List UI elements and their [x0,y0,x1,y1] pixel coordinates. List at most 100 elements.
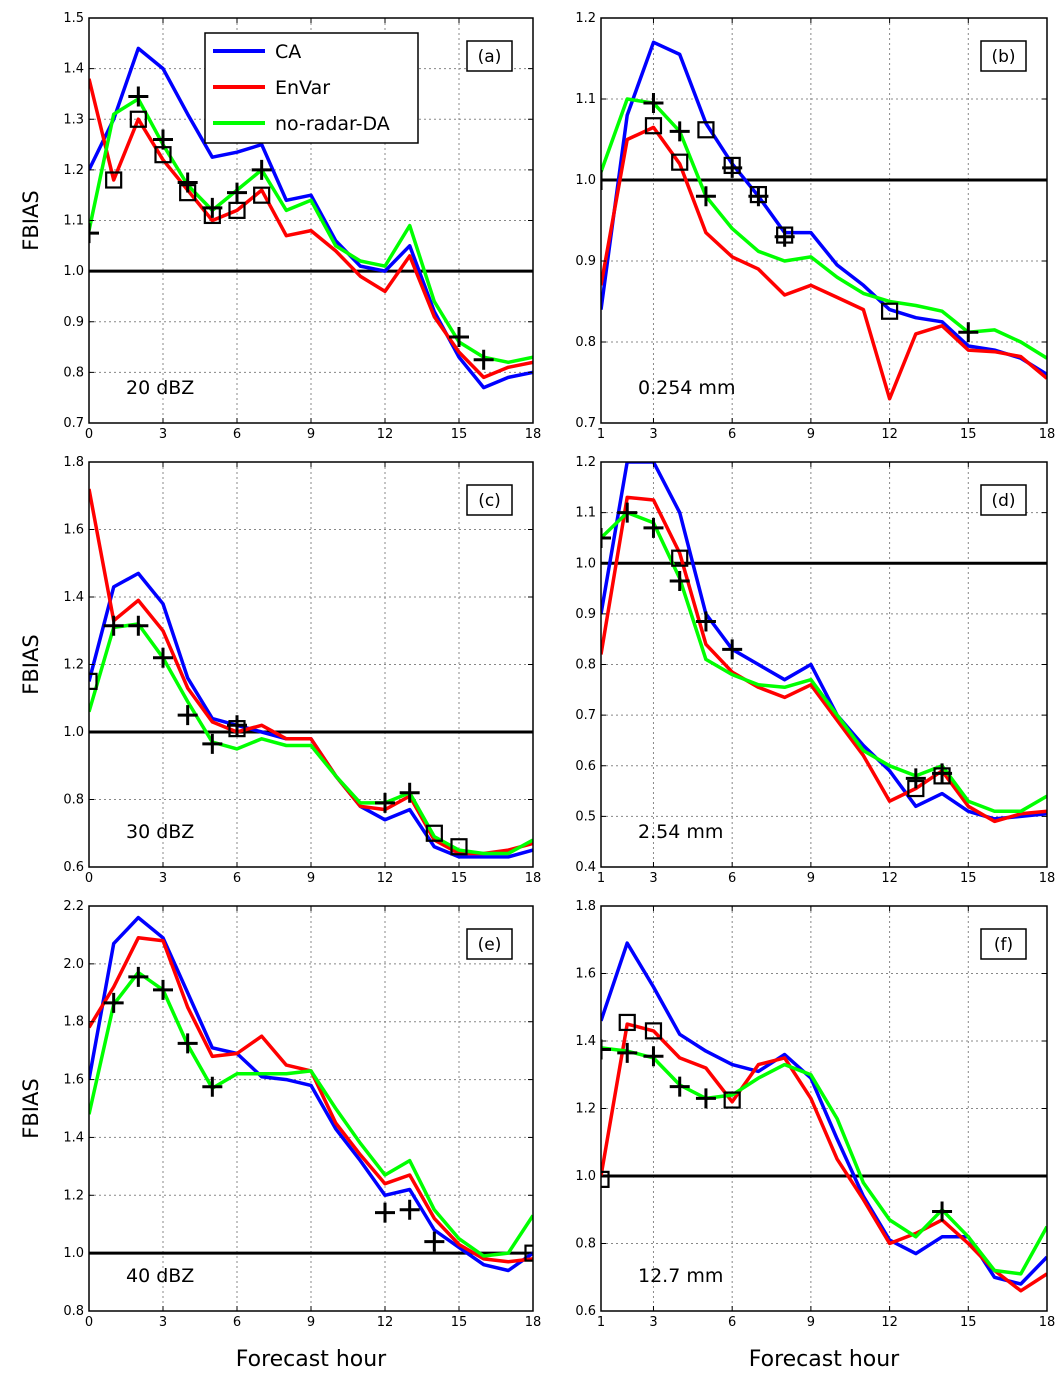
x-tick-label: 18 [525,1315,542,1330]
y-tick-label: 0.6 [575,759,596,774]
panel-label-box [980,484,1027,516]
y-tick-label: 1.1 [575,506,596,521]
y-tick-label: 0.8 [63,1304,84,1319]
legend: CA EnVar no-radar-DA [204,32,419,144]
y-tick-label: 1.8 [63,1015,84,1030]
series-line-ca [601,40,1047,376]
series-line-ca [89,915,533,1273]
data-area [89,488,533,859]
series-line-ca [601,462,1047,821]
y-tick-label: 0.7 [575,708,596,723]
data-area [601,941,1047,1293]
square-marker [644,117,663,135]
x-tick-label: 12 [881,1315,898,1330]
y-tick-label: 1.4 [63,590,84,605]
cross-marker [103,992,124,1013]
y-tick-label: 0.7 [575,416,596,431]
panel-label-box [466,928,513,960]
square-marker [105,171,123,189]
grid [89,462,533,867]
panel-d: 1 3 6 9 12 15 18 0.4 0.5 0.6 0.7 0.8 0.9 1.0 1.1 1.2 (d)… [575,455,1055,886]
square-marker [425,824,443,842]
x-tick-label: 12 [881,427,898,442]
x-tick-label: 18 [1039,1315,1056,1330]
cross-marker [669,121,690,142]
y-tick-label: 1.5 [63,11,84,26]
y-tick-label: 1.4 [63,62,84,77]
y-tick-label: 1.6 [63,523,84,538]
x-tick-label: 18 [1039,427,1056,442]
panel-label: (f) [994,935,1013,955]
y-tick-label: 1.8 [575,899,596,914]
y-tick-label: 0.8 [63,793,84,808]
series-line-envar [601,495,1047,824]
square-marker [880,302,899,320]
cross-marker [177,705,198,726]
x-tick-label: 9 [307,427,315,442]
square-marker [671,549,689,567]
cross-marker [643,517,664,538]
y-tick-label: 1.0 [575,1169,596,1184]
y-tick-label: 0.9 [575,254,596,269]
y-tick-label: 0.6 [63,860,84,875]
cross-marker [695,1088,716,1109]
cross-marker [449,326,469,347]
square-marker [228,201,246,219]
x-tick-label: 0 [85,1315,93,1330]
series-line-envar [601,125,1047,401]
square-marker [671,153,689,171]
data-area [89,46,533,390]
cross-marker [153,979,173,1000]
series-line-ca [89,46,533,390]
panel-label: (a) [478,47,502,67]
square-marker [129,110,147,128]
cross-marker [601,170,611,190]
threshold-annotation: 0.254 mm [638,377,735,399]
panel-f: 1 3 6 9 12 15 18 0.6 0.8 1.0 1.2 1.4 1.6 1.8 (f) 12.7 m… [575,899,1055,1372]
x-tick-label: 1 [597,871,605,886]
x-tick-label: 6 [728,1315,736,1330]
y-tick-label: 1.2 [63,163,84,178]
cross-marker [601,527,611,548]
cross-marker [128,86,149,107]
legend-label: no-radar-DA [275,113,390,135]
series-line-no-radar-da [89,970,533,1258]
cross-marker [695,611,716,632]
square-marker [253,186,271,204]
square-marker [89,672,98,690]
series-line-envar [601,1022,1047,1293]
x-tick-label: 15 [451,871,468,886]
panel-b: 1 3 6 9 12 15 18 0.7 0.8 0.9 1.0 1.1 1.2 (b) 0.254 mm [575,11,1055,442]
y-tick-label: 1.6 [63,1073,84,1088]
x-tick-label: 1 [597,1315,605,1330]
x-axis-label: Forecast hour [236,1347,387,1372]
y-tick-label: 1.0 [63,1246,84,1261]
x-tick-label: 3 [649,1315,657,1330]
cross-marker [617,1042,638,1063]
series-line-ca [89,571,533,859]
cross-marker [473,349,494,370]
x-tick-label: 15 [960,1315,977,1330]
x-tick-label: 3 [649,871,657,886]
data-area [601,40,1047,401]
x-tick-label: 3 [159,1315,167,1330]
y-tick-label: 0.8 [575,1237,596,1252]
x-tick-label: 18 [1039,871,1056,886]
x-tick-label: 9 [807,1315,815,1330]
x-tick-label: 12 [377,871,394,886]
cross-marker [695,186,716,207]
x-axis-label: Forecast hour [749,1347,900,1372]
y-tick-label: 1.1 [63,214,84,229]
cross-marker [128,966,149,987]
y-tick-label: 2.2 [63,899,84,914]
cross-marker [932,1201,953,1222]
square-marker [644,1022,663,1040]
x-tick-label: 6 [233,427,241,442]
x-tick-label: 9 [807,871,815,886]
cross-marker [774,226,795,247]
y-tick-label: 1.4 [63,1130,84,1145]
x-tick-label: 9 [807,427,815,442]
y-tick-label: 1.6 [575,967,596,982]
x-tick-label: 6 [233,871,241,886]
square-marker [524,1244,533,1262]
